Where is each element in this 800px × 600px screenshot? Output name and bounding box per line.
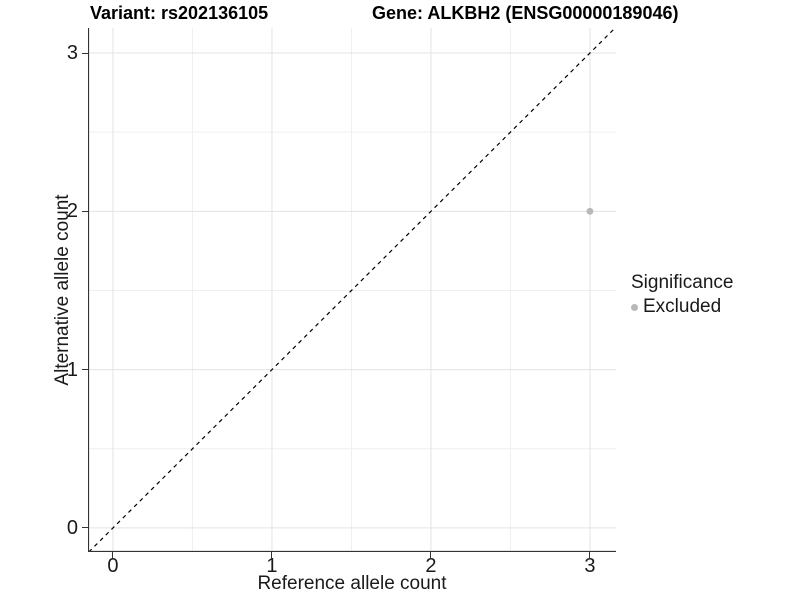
- x-tick-label: 2: [425, 555, 437, 577]
- y-axis-title: Alternative allele count: [52, 194, 73, 386]
- legend-title: Significance: [631, 272, 734, 293]
- y-tick-label: 3: [66, 42, 78, 64]
- y-tick-mark: [82, 210, 88, 212]
- y-tick-mark: [82, 52, 88, 54]
- x-axis-title: Reference allele count: [257, 573, 447, 594]
- legend-item-excluded: Excluded: [631, 296, 733, 318]
- y-tick-mark: [82, 527, 88, 529]
- x-tick-mark: [589, 552, 591, 558]
- plot-panel: [88, 28, 616, 552]
- excluded-point-icon: [631, 303, 638, 311]
- x-tick-mark: [112, 552, 114, 558]
- x-tick-label: 0: [107, 555, 119, 577]
- identity-reference-line: [88, 28, 616, 552]
- x-tick-mark: [271, 552, 273, 558]
- y-tick-label: 0: [66, 516, 78, 539]
- x-tick-label: 3: [584, 555, 596, 577]
- legend-item-label: Excluded: [643, 296, 722, 317]
- legend: Significance Excluded: [631, 271, 733, 318]
- x-tick-label: 1: [266, 555, 278, 577]
- y-tick-label: 1: [66, 358, 78, 381]
- variant-title: Variant: rs202136105: [90, 3, 269, 23]
- plot-canvas: [88, 28, 616, 552]
- gene-title: Gene: ALKBH2 (ENSG00000189046): [372, 3, 679, 23]
- y-tick-label: 2: [66, 200, 78, 223]
- y-tick-mark: [82, 369, 88, 371]
- x-tick-mark: [430, 552, 432, 558]
- data-point: [586, 207, 594, 215]
